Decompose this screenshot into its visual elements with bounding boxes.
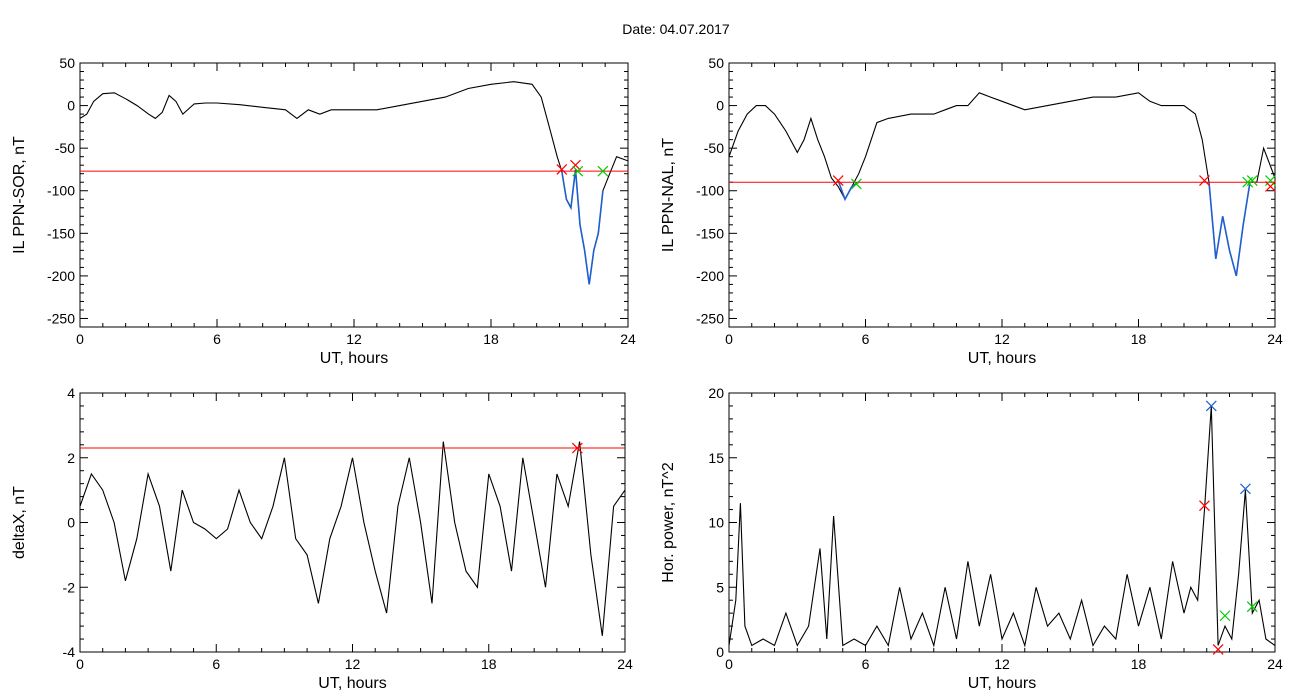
x-tick-label: 24 bbox=[617, 656, 633, 672]
panel-hor-power: 0 6 12 18 24 0 5 10 15 20 UT, hours Hor. power, nT^… bbox=[660, 385, 1283, 692]
y-tick-label: 0 bbox=[67, 515, 75, 531]
x-tick-label: 6 bbox=[213, 331, 221, 347]
y-axis-label: Hor. power, nT^2 bbox=[660, 462, 677, 583]
y-axis-label: IL PPN-NAL, nT bbox=[660, 138, 677, 252]
x-tick-label: 18 bbox=[481, 656, 497, 672]
y-tick-label: -250 bbox=[696, 310, 724, 326]
cross-marker bbox=[1205, 400, 1217, 412]
x-tick-label: 0 bbox=[725, 656, 733, 672]
series-line bbox=[729, 405, 1275, 648]
cross-marker bbox=[850, 178, 862, 190]
y-tick-label: -100 bbox=[47, 183, 75, 199]
x-tick-label: 6 bbox=[862, 331, 870, 347]
x-axis-label: UT, hours bbox=[968, 675, 1036, 692]
x-tick-label: 6 bbox=[862, 656, 870, 672]
cross-marker bbox=[556, 164, 568, 175]
figure-title: Date: 04.07.2017 bbox=[622, 21, 730, 37]
series-line bbox=[80, 441, 625, 636]
y-tick-label: -200 bbox=[47, 268, 75, 284]
cross-marker bbox=[570, 159, 581, 171]
y-tick-label: -200 bbox=[696, 268, 724, 284]
cross-marker bbox=[1246, 601, 1258, 613]
plot-frame bbox=[79, 392, 626, 653]
event-segment bbox=[1208, 182, 1251, 277]
y-tick-label: 0 bbox=[716, 644, 724, 660]
x-tick-label: 0 bbox=[725, 331, 733, 347]
x-axis-label: UT, hours bbox=[318, 675, 386, 692]
y-tick-label: -4 bbox=[63, 644, 76, 660]
cross-marker bbox=[1265, 175, 1276, 186]
x-tick-label: 12 bbox=[346, 331, 362, 347]
y-tick-label: 50 bbox=[708, 55, 724, 71]
cross-marker bbox=[1240, 483, 1251, 495]
plot-frame bbox=[728, 62, 1276, 328]
cross-marker bbox=[571, 442, 583, 454]
y-tick-label: 10 bbox=[708, 515, 724, 531]
series-line bbox=[80, 81, 628, 285]
y-tick-label: -2 bbox=[63, 579, 76, 595]
y-tick-label: -50 bbox=[55, 140, 75, 156]
y-axis-label: IL PPN-SOR, nT bbox=[11, 136, 28, 254]
y-axis-label: deltaX, nT bbox=[11, 486, 28, 559]
x-axis-label: UT, hours bbox=[320, 350, 388, 367]
y-tick-label: -250 bbox=[47, 310, 75, 326]
x-tick-label: 6 bbox=[212, 656, 220, 672]
x-tick-label: 24 bbox=[1267, 656, 1283, 672]
x-axis-label: UT, hours bbox=[968, 350, 1036, 367]
cross-marker bbox=[572, 165, 584, 177]
series-line bbox=[729, 92, 1275, 277]
y-tick-label: -150 bbox=[696, 225, 724, 241]
cross-marker bbox=[832, 175, 844, 186]
panel-il-ppn-sor: 0 6 12 18 24 -250 -200 -150 -100 -50 0 50 UT, hours I… bbox=[11, 55, 636, 367]
x-tick-label: 12 bbox=[345, 656, 361, 672]
y-tick-label: -150 bbox=[47, 225, 75, 241]
y-tick-label: 15 bbox=[708, 450, 724, 466]
x-tick-label: 18 bbox=[1131, 331, 1147, 347]
y-tick-label: -50 bbox=[704, 140, 724, 156]
y-tick-label: 50 bbox=[59, 55, 75, 71]
x-tick-label: 12 bbox=[994, 331, 1010, 347]
y-tick-label: 2 bbox=[67, 450, 75, 466]
cross-marker bbox=[1212, 643, 1224, 655]
cross-marker bbox=[1265, 181, 1276, 192]
x-tick-label: 24 bbox=[620, 331, 636, 347]
x-tick-label: 18 bbox=[1131, 656, 1147, 672]
cross-marker bbox=[1199, 175, 1210, 186]
x-tick-label: 18 bbox=[483, 331, 499, 347]
x-tick-label: 0 bbox=[76, 331, 84, 347]
x-tick-label: 24 bbox=[1267, 331, 1283, 347]
x-tick-label: 0 bbox=[76, 656, 84, 672]
plot-frame bbox=[79, 62, 629, 328]
cross-marker bbox=[597, 165, 609, 177]
event-segment bbox=[561, 169, 604, 285]
cross-marker bbox=[1246, 175, 1258, 186]
panel-il-ppn-nal: 0 6 12 18 24 -250 -200 -150 -100 -50 0 50 UT, hours I… bbox=[660, 55, 1283, 367]
y-tick-label: 5 bbox=[716, 579, 724, 595]
y-tick-label: 0 bbox=[67, 98, 75, 114]
x-tick-label: 12 bbox=[994, 656, 1010, 672]
cross-marker bbox=[1219, 610, 1231, 622]
y-tick-label: -100 bbox=[696, 183, 724, 199]
y-tick-label: 0 bbox=[716, 98, 724, 114]
cross-marker bbox=[1199, 500, 1210, 512]
y-tick-label: 20 bbox=[708, 385, 724, 401]
y-tick-label: 4 bbox=[67, 385, 75, 401]
